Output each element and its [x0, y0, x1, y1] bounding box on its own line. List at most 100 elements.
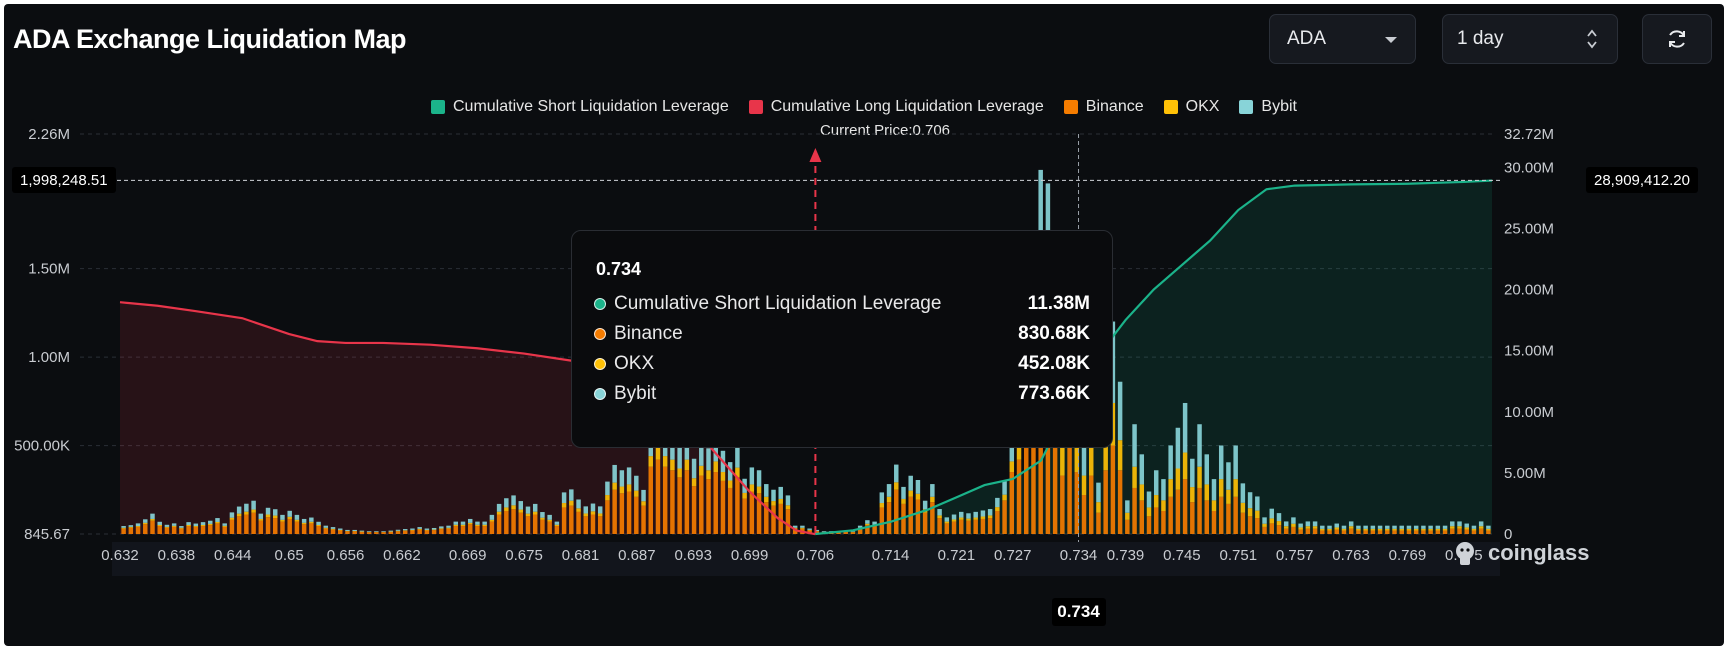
okx-bar — [128, 526, 134, 528]
tooltip-row-label: Cumulative Short Liquidation Leverage — [614, 293, 942, 314]
okx-bar — [244, 511, 249, 515]
okx-bar — [980, 516, 986, 519]
bybit-bar — [930, 484, 935, 497]
binance-bar — [1450, 528, 1455, 534]
okx-bar — [150, 518, 155, 521]
bybit-bar — [583, 506, 588, 514]
bybit-bar — [1392, 525, 1397, 529]
bybit-bar — [128, 525, 134, 527]
binance-bar — [1161, 510, 1166, 534]
binance-bar — [699, 475, 704, 534]
binance-bar — [1190, 502, 1195, 534]
watermark-text: coinglass — [1488, 540, 1590, 565]
coin-select[interactable]: ADA — [1269, 14, 1416, 64]
legend-item[interactable]: Cumulative Short Liquidation Leverage — [430, 98, 729, 116]
legend-item[interactable]: Cumulative Long Liquidation Leverage — [748, 98, 1044, 116]
series-dot-icon — [594, 358, 606, 370]
crosshair-x-value: 0.734 — [1051, 598, 1106, 626]
liquidation-chart[interactable]: 845.67 500.00K 1.00M 1.50M 2.26M 0 5.00M 10.00M… — [4, 4, 1724, 646]
bybit-bar — [973, 511, 978, 518]
bybit-bar — [121, 526, 126, 528]
bybit-bar — [1421, 525, 1426, 529]
binance-bar — [1464, 529, 1469, 534]
binance-bar — [287, 518, 292, 534]
okx-bar — [901, 498, 906, 504]
bybit-bar — [937, 509, 942, 516]
okx-bar — [612, 482, 617, 490]
binance-bar — [1125, 519, 1130, 534]
bybit-bar — [496, 503, 502, 512]
binance-bar — [792, 528, 798, 534]
bybit-bar — [410, 528, 415, 530]
x-tick-label: 0.763 — [1332, 547, 1370, 564]
okx-bar — [800, 527, 805, 529]
binance-bar — [1370, 530, 1376, 534]
okx-bar — [1081, 475, 1087, 496]
okx-bar — [251, 509, 256, 513]
bybit-bar — [273, 509, 278, 516]
bybit-bar — [345, 529, 350, 531]
bybit-bar — [489, 514, 495, 520]
range-select[interactable]: 1 day — [1442, 14, 1618, 64]
tooltip-row-value: 11.38M — [1027, 293, 1090, 314]
okx-bar — [323, 527, 329, 529]
binance-bar — [1435, 530, 1441, 534]
bybit-bar — [1081, 440, 1087, 476]
x-axis-band — [112, 542, 1500, 576]
okx-bar — [258, 518, 264, 521]
legend-item[interactable]: Bybit — [1239, 98, 1297, 116]
okx-bar — [287, 516, 292, 519]
legend-item[interactable]: Binance — [1063, 98, 1144, 116]
okx-bar — [338, 529, 343, 531]
bybit-bar — [453, 521, 459, 525]
okx-bar — [1450, 526, 1455, 529]
binance-bar — [1110, 445, 1116, 534]
binance-bar — [381, 532, 386, 534]
okx-bar — [1074, 441, 1080, 473]
binance-bar — [171, 526, 177, 534]
binance-bar — [1305, 528, 1311, 534]
bybit-bar — [1377, 525, 1383, 529]
x-tick-label: 0.714 — [872, 547, 910, 564]
okx-bar — [944, 521, 950, 524]
right-tick-label: 15.00M — [1504, 343, 1554, 360]
okx-bar — [756, 486, 762, 494]
binance-bar — [1024, 436, 1029, 534]
binance-bar — [374, 532, 379, 534]
okx-bar — [937, 515, 942, 519]
right-tick-label: 0 — [1504, 526, 1512, 543]
current-price-label: Current Price:0.706 — [819, 122, 951, 139]
binance-bar — [1088, 475, 1094, 534]
bybit-bar — [1139, 454, 1145, 485]
bybit-bar — [634, 475, 639, 491]
okx-bar — [641, 501, 646, 506]
okx-bar — [532, 511, 538, 515]
bybit-bar — [865, 520, 870, 524]
okx-bar — [699, 465, 704, 476]
okx-bar — [959, 517, 964, 520]
bybit-bar — [641, 489, 646, 502]
binance-bar — [251, 512, 256, 534]
okx-bar — [1312, 526, 1318, 529]
binance-bar — [836, 532, 841, 534]
right-tick-label: 32.72M — [1504, 126, 1554, 143]
x-tick-label: 0.662 — [383, 547, 421, 564]
legend-item[interactable]: OKX — [1163, 98, 1219, 116]
bybit-bar — [879, 492, 885, 504]
binance-bar — [720, 480, 726, 534]
okx-bar — [879, 503, 885, 508]
okx-bar — [1262, 523, 1267, 527]
okx-bar — [886, 496, 892, 503]
binance-bar — [1341, 530, 1347, 534]
refresh-button[interactable] — [1642, 14, 1712, 64]
okx-bar — [1298, 527, 1303, 530]
bybit-bar — [193, 523, 199, 527]
bybit-bar — [352, 529, 357, 531]
binance-bar — [576, 511, 581, 534]
x-tick-label: 0.727 — [994, 547, 1032, 564]
x-tick-label: 0.669 — [449, 547, 487, 564]
okx-bar — [966, 518, 971, 521]
okx-bar — [995, 507, 1000, 511]
bybit-bar — [143, 519, 148, 523]
okx-bar — [1168, 479, 1173, 497]
